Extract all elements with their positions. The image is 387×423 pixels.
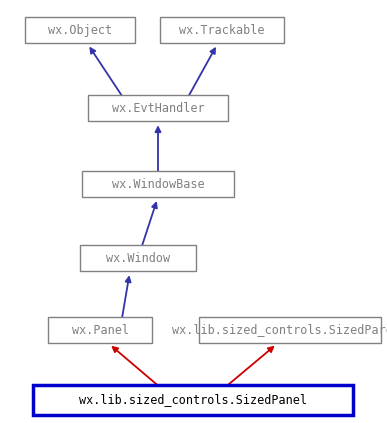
Text: wx.Window: wx.Window: [106, 252, 170, 264]
Text: wx.Panel: wx.Panel: [72, 324, 128, 337]
Text: wx.Object: wx.Object: [48, 24, 112, 36]
Text: wx.WindowBase: wx.WindowBase: [112, 178, 204, 190]
Text: wx.Trackable: wx.Trackable: [179, 24, 265, 36]
Bar: [160, 17, 284, 43]
Text: wx.EvtHandler: wx.EvtHandler: [112, 102, 204, 115]
Bar: [199, 317, 381, 343]
Bar: [88, 95, 228, 121]
Text: wx.lib.sized_controls.SizedPanel: wx.lib.sized_controls.SizedPanel: [79, 393, 307, 407]
Bar: [48, 317, 152, 343]
Bar: [80, 245, 196, 271]
Text: wx.lib.sized_controls.SizedParent: wx.lib.sized_controls.SizedParent: [173, 324, 387, 337]
Bar: [82, 171, 234, 197]
Bar: [25, 17, 135, 43]
Bar: [33, 385, 353, 415]
